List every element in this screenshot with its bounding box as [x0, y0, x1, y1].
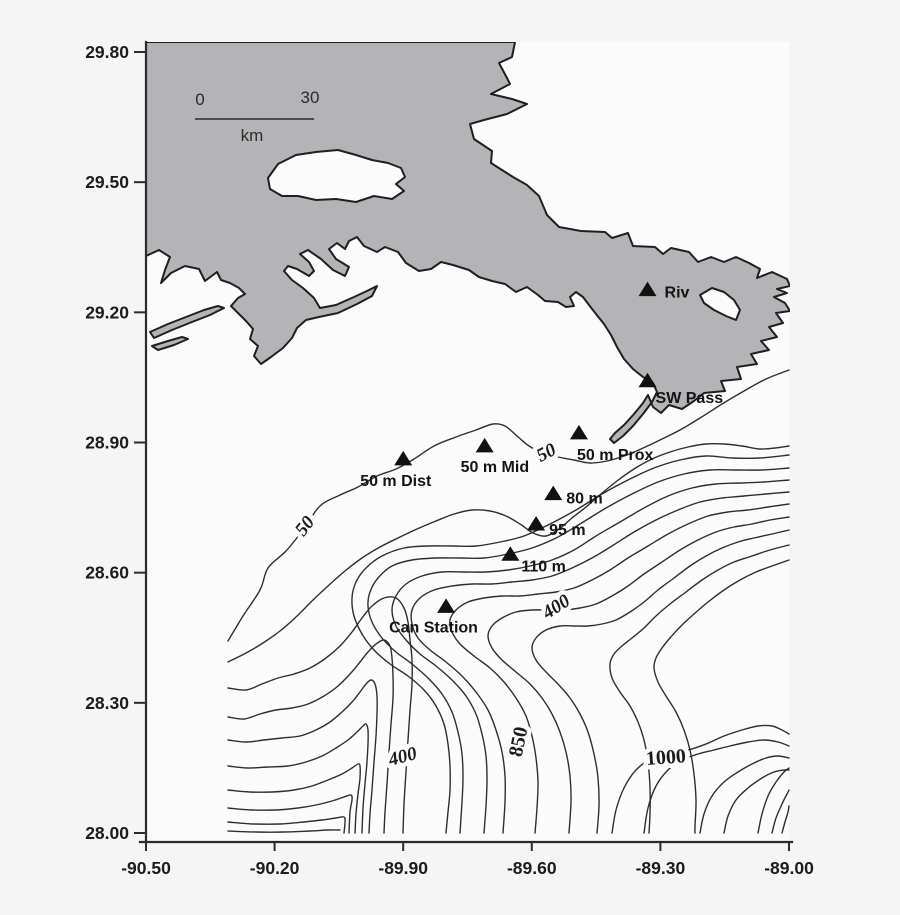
- depth-contour-line: [723, 769, 790, 834]
- depth-contour-line: [227, 596, 413, 834]
- depth-contour-line: [757, 767, 790, 834]
- depth-contour-line: [531, 529, 790, 834]
- depth-contour-line: [227, 794, 353, 834]
- y-axis-tick-label: 29.80: [85, 42, 129, 62]
- depth-contour-line: [351, 454, 790, 834]
- x-axis-tick-label: -89.30: [636, 858, 686, 878]
- land-mass: [146, 42, 790, 444]
- station-110-m: 110 m: [501, 546, 566, 575]
- station-can-station: Can Station: [389, 598, 478, 636]
- depth-contour-line: [609, 544, 790, 834]
- depth-contour-line: [227, 829, 341, 833]
- y-axis-tick-label: 28.30: [85, 693, 129, 713]
- scale-bar-distance: 30: [301, 88, 320, 107]
- depth-contour-line: [487, 516, 790, 834]
- y-axis-tick-label: 28.60: [85, 563, 129, 583]
- x-axis-tick-label: -90.50: [121, 858, 171, 878]
- contour-depth-label: 1000: [645, 745, 686, 770]
- station-triangle-marker: [527, 515, 546, 531]
- station-riv: Riv: [638, 281, 690, 302]
- x-axis-tick-label: -89.00: [764, 858, 814, 878]
- station-label: 95 m: [549, 522, 585, 539]
- station-label: 50 m Dist: [360, 473, 432, 490]
- depth-contour-line: [771, 789, 790, 834]
- station-triangle-marker: [394, 450, 413, 466]
- station-triangle-marker: [544, 485, 563, 501]
- depth-contour-line: [227, 369, 790, 642]
- station-label: Riv: [665, 285, 690, 302]
- coastline-mainland: [146, 42, 790, 444]
- y-axis-tick-label: 29.50: [85, 172, 129, 192]
- depth-contour-line: [227, 443, 790, 663]
- depth-contour-line: [227, 763, 361, 834]
- station-label: 80 m: [566, 491, 602, 508]
- station-triangle-marker: [638, 372, 657, 388]
- axes: -90.50 -90.20 -89.90 -89.60 -89.30 -89.00 29.8…: [85, 40, 814, 878]
- depth-contour-line: [227, 679, 378, 834]
- x-axis-tick-label: -89.90: [378, 858, 428, 878]
- x-axis-tick-label: -89.60: [507, 858, 557, 878]
- station-triangle-marker: [638, 281, 657, 297]
- station-50-m-mid: 50 m Mid: [461, 437, 529, 476]
- depth-contour-line: [367, 467, 790, 834]
- scale-bar-zero: 0: [195, 90, 204, 109]
- depth-contour-line: [611, 724, 790, 834]
- station-50-m-dist: 50 m Dist: [360, 450, 432, 490]
- station-triangle-marker: [501, 546, 520, 561]
- station-triangle-marker: [437, 598, 456, 613]
- depth-contour-line: [227, 639, 394, 834]
- depth-contour-line: [227, 816, 346, 834]
- depth-contour-line: [227, 723, 369, 834]
- y-axis-tick-label: 28.90: [85, 433, 129, 453]
- barrier-island: [151, 336, 189, 351]
- station-label: Can Station: [389, 619, 478, 636]
- barrier-island: [149, 305, 225, 339]
- depth-contours: [227, 369, 790, 834]
- x-axis-tick-label: -90.20: [250, 858, 300, 878]
- depth-contour-line: [643, 739, 790, 834]
- station-label: 50 m Mid: [461, 459, 529, 476]
- depth-contour-line: [449, 503, 790, 834]
- station-triangle-marker: [569, 424, 588, 440]
- depth-contour-line: [781, 805, 790, 834]
- y-axis-tick-label: 29.20: [85, 302, 129, 322]
- depth-contour-line: [653, 559, 790, 834]
- station-triangle-marker: [475, 437, 494, 453]
- station-50-m-prox: 50 m Prox: [569, 424, 654, 464]
- station-95-m: 95 m: [527, 515, 586, 539]
- depth-contour-line: [699, 755, 790, 834]
- station-sw-pass: SW Pass: [638, 372, 724, 407]
- y-axis-tick-label: 28.00: [85, 823, 129, 843]
- station-markers: Riv SW Pass 50 m Prox 50 m Mid 50 m Dist 80 m…: [360, 281, 724, 636]
- station-80-m: 80 m: [544, 485, 603, 508]
- station-label: 50 m Prox: [577, 447, 654, 464]
- station-label: SW Pass: [656, 390, 724, 407]
- depth-contour-line: [391, 479, 790, 834]
- scale-bar: 0 30 km: [195, 88, 319, 145]
- depth-contour-line: [410, 491, 790, 834]
- scale-bar-unit: km: [241, 126, 264, 145]
- station-label: 110 m: [521, 558, 565, 575]
